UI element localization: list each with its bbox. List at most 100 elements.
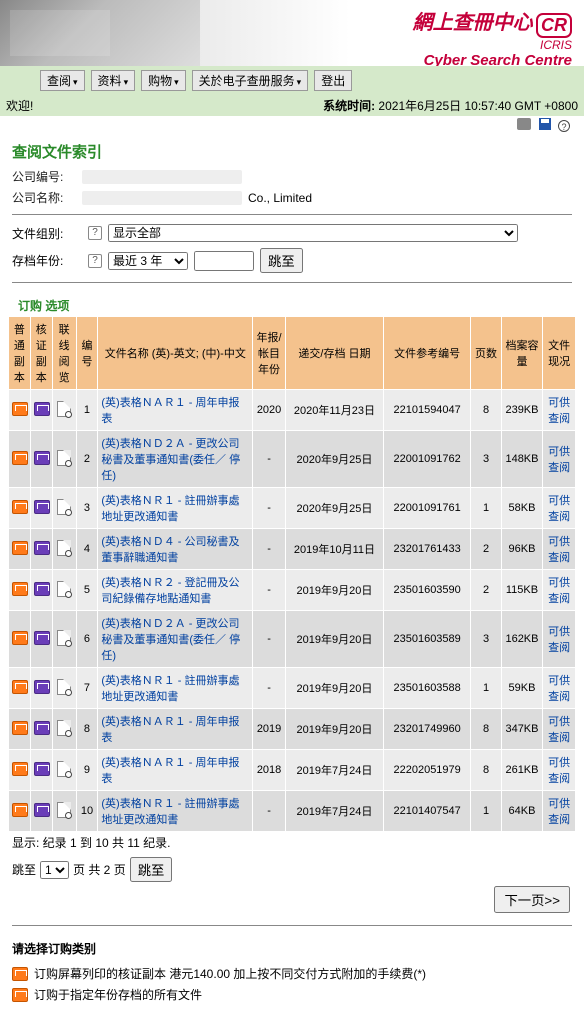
cart-purple-icon[interactable] — [34, 721, 50, 735]
save-icon[interactable] — [539, 118, 551, 130]
cell-status[interactable]: 可供查阅 — [543, 791, 576, 832]
cell-docname[interactable]: (英)表格ＮＡＲ１ - 周年申报表 — [98, 390, 253, 431]
document-view-icon[interactable] — [57, 761, 71, 777]
cell-year: - — [253, 791, 286, 832]
cart-purple-icon[interactable] — [34, 762, 50, 776]
cell-docname[interactable]: (英)表格ＮＡＲ１ - 周年申报表 — [98, 709, 253, 750]
document-view-icon[interactable] — [57, 581, 71, 597]
cell-year: - — [253, 529, 286, 570]
cell-pages: 1 — [471, 668, 502, 709]
menu-logout[interactable]: 登出 — [314, 70, 352, 91]
filter-year: 存档年份: ? 最近 3 年 跳至 — [0, 245, 584, 276]
cell-status[interactable]: 可供查阅 — [543, 570, 576, 611]
cell-status[interactable]: 可供查阅 — [543, 390, 576, 431]
cart-orange-icon[interactable] — [12, 500, 28, 514]
table-row: 1(英)表格ＮＡＲ１ - 周年申报表20202020年11月23日2210159… — [9, 390, 576, 431]
menu-about[interactable]: 关於电子查册服务▾ — [192, 70, 309, 91]
welcome-text: 欢迎! — [6, 97, 33, 114]
document-view-icon[interactable] — [57, 630, 71, 646]
cart-purple-icon[interactable] — [34, 631, 50, 645]
help-icon[interactable]: ? — [558, 120, 570, 132]
document-view-icon[interactable] — [57, 540, 71, 556]
divider — [12, 214, 572, 215]
menu-shopping[interactable]: 购物▾ — [141, 70, 186, 91]
banner-title-en: Cyber Search Centre — [424, 52, 572, 66]
cell-pages: 8 — [471, 390, 502, 431]
table-row: 6(英)表格ＮＤ２Ａ - 更改公司秘書及董事通知書(委任／ 停任)-2019年9… — [9, 611, 576, 668]
cell-size: 58KB — [501, 488, 542, 529]
menu-info[interactable]: 资料▾ — [91, 70, 136, 91]
cell-date: 2020年11月23日 — [285, 390, 383, 431]
cart-orange-icon[interactable] — [12, 631, 28, 645]
cell-docname[interactable]: (英)表格ＮＤ２Ａ - 更改公司秘書及董事通知書(委任／ 停任) — [98, 611, 253, 668]
cell-status[interactable]: 可供查阅 — [543, 611, 576, 668]
help-icon[interactable]: ? — [88, 226, 102, 240]
cell-ref: 23201761433 — [384, 529, 471, 570]
table-row: 8(英)表格ＮＡＲ１ - 周年申报表20192019年9月20日23201749… — [9, 709, 576, 750]
cell-docname[interactable]: (英)表格ＮＲ１ - 註冊辦事處地址更改通知書 — [98, 668, 253, 709]
cell-status[interactable]: 可供查阅 — [543, 431, 576, 488]
jump-button[interactable]: 跳至 — [130, 857, 173, 882]
document-view-icon[interactable] — [57, 401, 71, 417]
cart-orange-icon[interactable] — [12, 680, 28, 694]
cell-status[interactable]: 可供查阅 — [543, 529, 576, 570]
menubar: 查阅▾ 资料▾ 购物▾ 关於电子查册服务▾ 登出 — [0, 66, 584, 95]
cart-orange-icon[interactable] — [12, 541, 28, 555]
cell-ref: 23201749960 — [384, 709, 471, 750]
legend-title: 请选择订购类别 — [12, 940, 572, 957]
cell-docname[interactable]: (英)表格ＮＲ１ - 註冊辦事處地址更改通知書 — [98, 791, 253, 832]
cell-pages: 2 — [471, 570, 502, 611]
cart-purple-icon[interactable] — [34, 803, 50, 817]
printer-icon[interactable] — [517, 118, 531, 130]
company-name-row: 公司名称: Co., Limited — [0, 187, 584, 208]
year-go-button[interactable]: 跳至 — [260, 248, 303, 273]
cell-year: 2019 — [253, 709, 286, 750]
cell-year: - — [253, 570, 286, 611]
cart-purple-icon[interactable] — [34, 582, 50, 596]
cell-status[interactable]: 可供查阅 — [543, 488, 576, 529]
year-select[interactable]: 最近 3 年 — [108, 252, 188, 270]
menu-search[interactable]: 查阅▾ — [40, 70, 85, 91]
next-page-button[interactable]: 下一页>> — [494, 886, 570, 913]
cell-docname[interactable]: (英)表格ＮＲ１ - 註冊辦事處地址更改通知書 — [98, 488, 253, 529]
cell-pages: 3 — [471, 431, 502, 488]
cell-size: 96KB — [501, 529, 542, 570]
page-select[interactable]: 1 — [40, 861, 69, 879]
cell-year: - — [253, 668, 286, 709]
document-view-icon[interactable] — [57, 499, 71, 515]
cell-date: 2020年9月25日 — [285, 488, 383, 529]
cart-orange-icon[interactable] — [12, 402, 28, 416]
document-view-icon[interactable] — [57, 679, 71, 695]
year-input[interactable] — [194, 251, 254, 271]
pager-row: 跳至 1 页 共 2 页 跳至 — [0, 855, 584, 886]
cart-orange-icon[interactable] — [12, 803, 28, 817]
cell-docname[interactable]: (英)表格ＮＤ２Ａ - 更改公司秘書及董事通知書(委任／ 停任) — [98, 431, 253, 488]
cell-status[interactable]: 可供查阅 — [543, 709, 576, 750]
document-view-icon[interactable] — [57, 802, 71, 818]
cell-date: 2019年9月20日 — [285, 668, 383, 709]
cart-orange-icon[interactable] — [12, 721, 28, 735]
cart-purple-icon[interactable] — [34, 680, 50, 694]
cart-purple-icon[interactable] — [34, 541, 50, 555]
group-select[interactable]: 显示全部 — [108, 224, 518, 242]
document-view-icon[interactable] — [57, 720, 71, 736]
cell-size: 239KB — [501, 390, 542, 431]
cell-docname[interactable]: (英)表格ＮＡＲ１ - 周年申报表 — [98, 750, 253, 791]
cell-docname[interactable]: (英)表格ＮＲ２ - 登記冊及公司紀錄備存地點通知書 — [98, 570, 253, 611]
cart-purple-icon[interactable] — [34, 451, 50, 465]
cart-purple-icon[interactable] — [34, 500, 50, 514]
cart-purple-icon[interactable] — [34, 402, 50, 416]
cart-orange-icon[interactable] — [12, 582, 28, 596]
cart-orange-icon[interactable] — [12, 762, 28, 776]
cell-pages: 1 — [471, 791, 502, 832]
cell-no: 10 — [76, 791, 98, 832]
help-icon[interactable]: ? — [88, 254, 102, 268]
cell-docname[interactable]: (英)表格ＮＤ４ - 公司秘書及董事辭職通知書 — [98, 529, 253, 570]
cell-status[interactable]: 可供查阅 — [543, 668, 576, 709]
showing-row: 显示: 纪录 1 到 10 共 11 纪录. — [0, 832, 584, 855]
document-view-icon[interactable] — [57, 450, 71, 466]
cart-orange-icon[interactable] — [12, 451, 28, 465]
cell-date: 2019年10月11日 — [285, 529, 383, 570]
divider — [12, 282, 572, 283]
cell-status[interactable]: 可供查阅 — [543, 750, 576, 791]
